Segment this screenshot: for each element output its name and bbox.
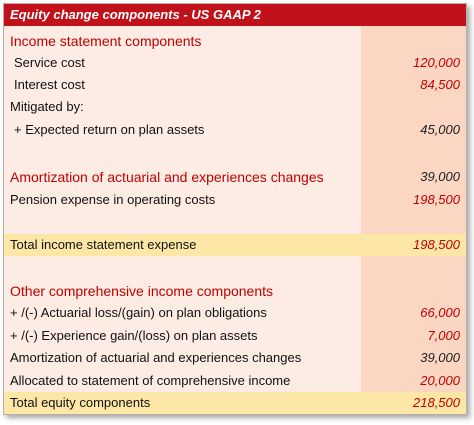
row-value: 45,000	[420, 122, 460, 137]
row-label: Amortization of actuarial and experience…	[10, 350, 302, 365]
section-heading: Other comprehensive income components	[10, 283, 274, 299]
value-column	[361, 26, 466, 414]
row-value: 66,000	[420, 305, 460, 320]
total-highlight	[4, 234, 466, 256]
row-label: Pension expense in operating costs	[10, 192, 216, 207]
total-value: 218,500	[413, 395, 460, 410]
row-label: Allocated to statement of comprehensive …	[10, 373, 291, 388]
row-label: Service cost	[14, 55, 85, 70]
row-value: 120,000	[413, 55, 460, 70]
row-value: 84,500	[420, 77, 460, 92]
row-value: 20,000	[420, 373, 460, 388]
table-panel: Equity change components - US GAAP 2 Inc…	[3, 3, 467, 415]
row-label: + /(-) Actuarial loss/(gain) on plan obl…	[10, 305, 267, 320]
total-highlight	[4, 392, 466, 414]
total-label: Total equity components	[10, 395, 151, 410]
row-label: + /(-) Experience gain/(loss) on plan as…	[10, 328, 258, 343]
table-title: Equity change components - US GAAP 2	[4, 4, 466, 26]
row-value: 39,000	[420, 169, 460, 184]
section-heading: Income statement components	[10, 33, 202, 49]
row-label: Interest cost	[14, 77, 85, 92]
row-value: 7,000	[427, 328, 460, 343]
row-label: Mitigated by:	[10, 99, 84, 114]
section-heading: Amortization of actuarial and experience…	[10, 169, 324, 185]
row-value: 198,500	[413, 192, 460, 207]
row-value: 39,000	[420, 350, 460, 365]
row-label: + Expected return on plan assets	[14, 122, 205, 137]
total-value: 198,500	[413, 237, 460, 252]
total-label: Total income statement expense	[10, 237, 197, 252]
